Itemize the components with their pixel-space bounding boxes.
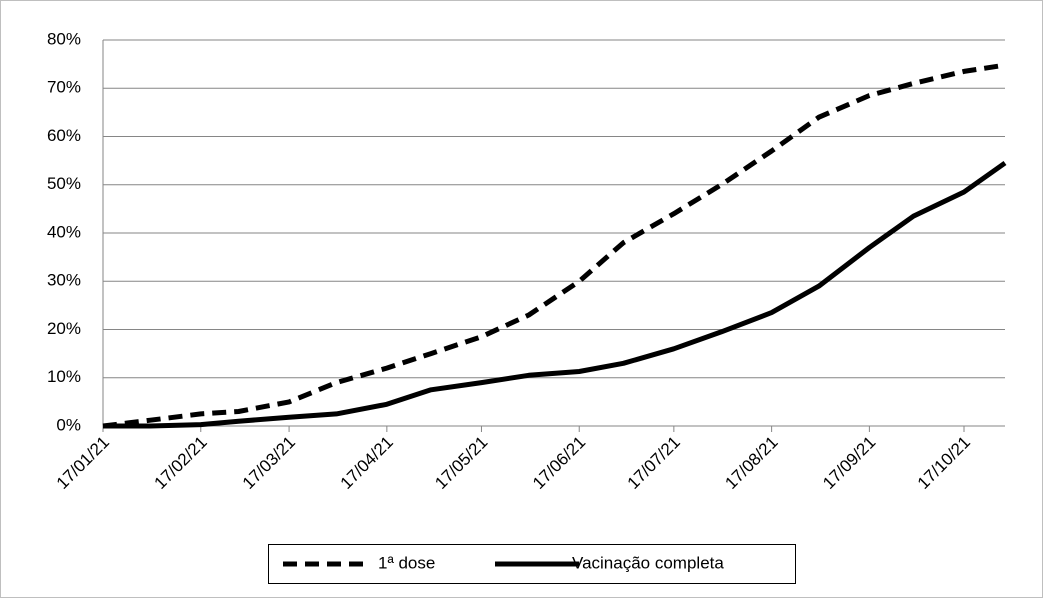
y-tick-label: 60% <box>47 126 81 145</box>
data-line <box>103 160 1007 429</box>
y-tick-label: 10% <box>47 367 81 386</box>
y-tick-label: 80% <box>47 29 81 48</box>
data-line <box>102 62 1006 429</box>
legend-label: Vacinação completa <box>572 553 724 572</box>
y-tick-label: 20% <box>47 319 81 338</box>
y-tick-label: 30% <box>47 271 81 290</box>
y-tick-label: 40% <box>47 222 81 241</box>
y-tick-label: 0% <box>56 415 81 434</box>
legend-label: 1ª dose <box>378 553 435 572</box>
y-tick-label: 50% <box>47 174 81 193</box>
y-tick-label: 70% <box>47 78 81 97</box>
